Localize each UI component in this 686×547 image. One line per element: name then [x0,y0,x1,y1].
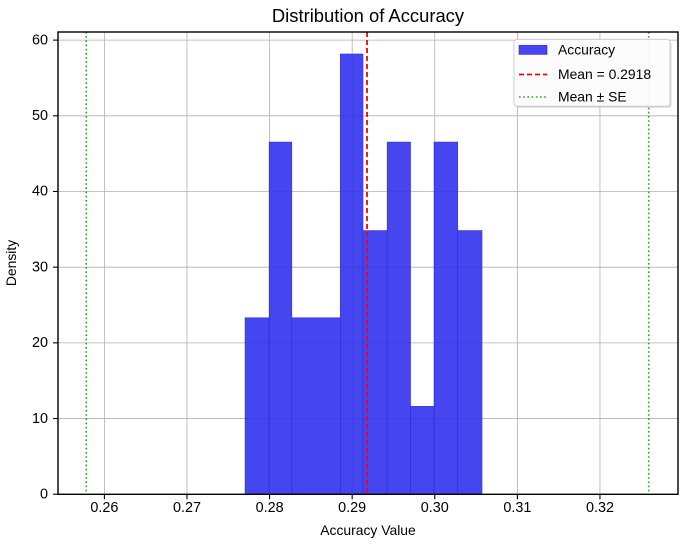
svg-text:0.29: 0.29 [338,500,366,516]
svg-text:Accuracy Value: Accuracy Value [320,522,416,538]
svg-text:Mean = 0.2918: Mean = 0.2918 [558,66,651,82]
svg-text:0.31: 0.31 [503,500,531,516]
svg-text:Accuracy: Accuracy [558,42,615,58]
svg-text:0.32: 0.32 [586,500,614,516]
svg-text:10: 10 [32,411,48,427]
svg-text:30: 30 [32,259,48,275]
svg-text:Distribution of Accuracy: Distribution of Accuracy [272,5,465,26]
svg-text:0.28: 0.28 [256,500,284,516]
svg-text:Density: Density [3,240,19,286]
svg-text:50: 50 [32,108,48,124]
svg-text:0.27: 0.27 [173,500,201,516]
svg-text:40: 40 [32,184,48,200]
svg-text:0.26: 0.26 [90,500,118,516]
svg-text:0: 0 [40,487,48,503]
svg-text:20: 20 [32,335,48,351]
svg-text:60: 60 [32,32,48,48]
svg-text:0.30: 0.30 [421,500,449,516]
svg-text:Mean ± SE: Mean ± SE [558,89,627,105]
